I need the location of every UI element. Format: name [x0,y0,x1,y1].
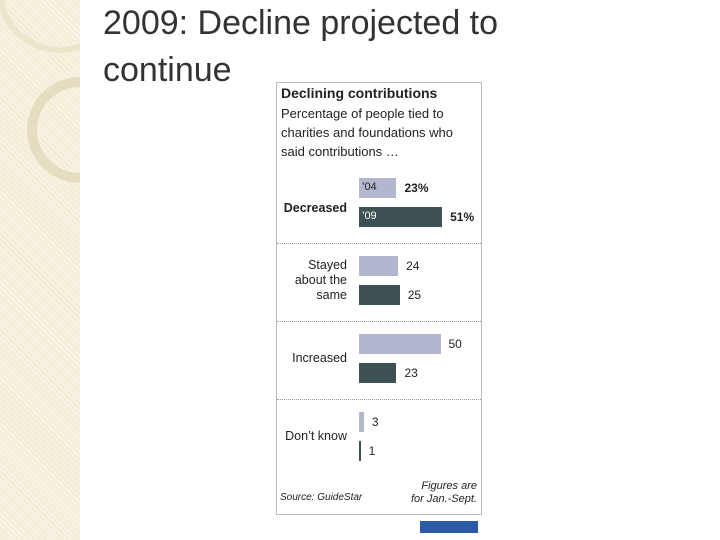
bar [359,412,364,432]
category-label: Stayed about the same [294,258,347,302]
separator [277,243,481,244]
bar [359,285,400,305]
value-label: 50 [448,337,462,351]
bar [359,363,397,383]
value-label: 25 [407,288,422,302]
value-label: 23 [404,366,418,380]
bar [359,441,361,461]
bar [359,256,399,276]
chart-title: Declining contributions [281,85,438,101]
logo [420,521,478,533]
bar [359,178,397,198]
chart-subtitle: Percentage of people tied to charities a… [281,106,454,159]
bar [359,207,443,227]
separator [277,321,481,322]
note: Figures are for Jan.-Sept. [410,480,477,505]
value-label: 23% [404,181,429,195]
category-label: Increased [292,351,347,365]
category-label: Decreased [283,201,347,215]
source: Source: GuideStar [280,492,363,503]
chart: Declining contributions Percentage of pe… [276,82,482,515]
bar [359,334,441,354]
value-label: 3 [371,415,379,429]
decor [0,0,133,183]
value-label: 24 [406,259,420,273]
slide-title: 2009: Decline projected to continue [103,4,499,89]
series-name: ’09 [362,210,377,222]
category-label: Don’t know [285,429,347,443]
separator [277,399,481,400]
value-label: 51% [450,210,475,224]
value-label: 1 [368,444,376,458]
series-name: ’04 [362,181,377,193]
decor-strip [0,0,133,540]
